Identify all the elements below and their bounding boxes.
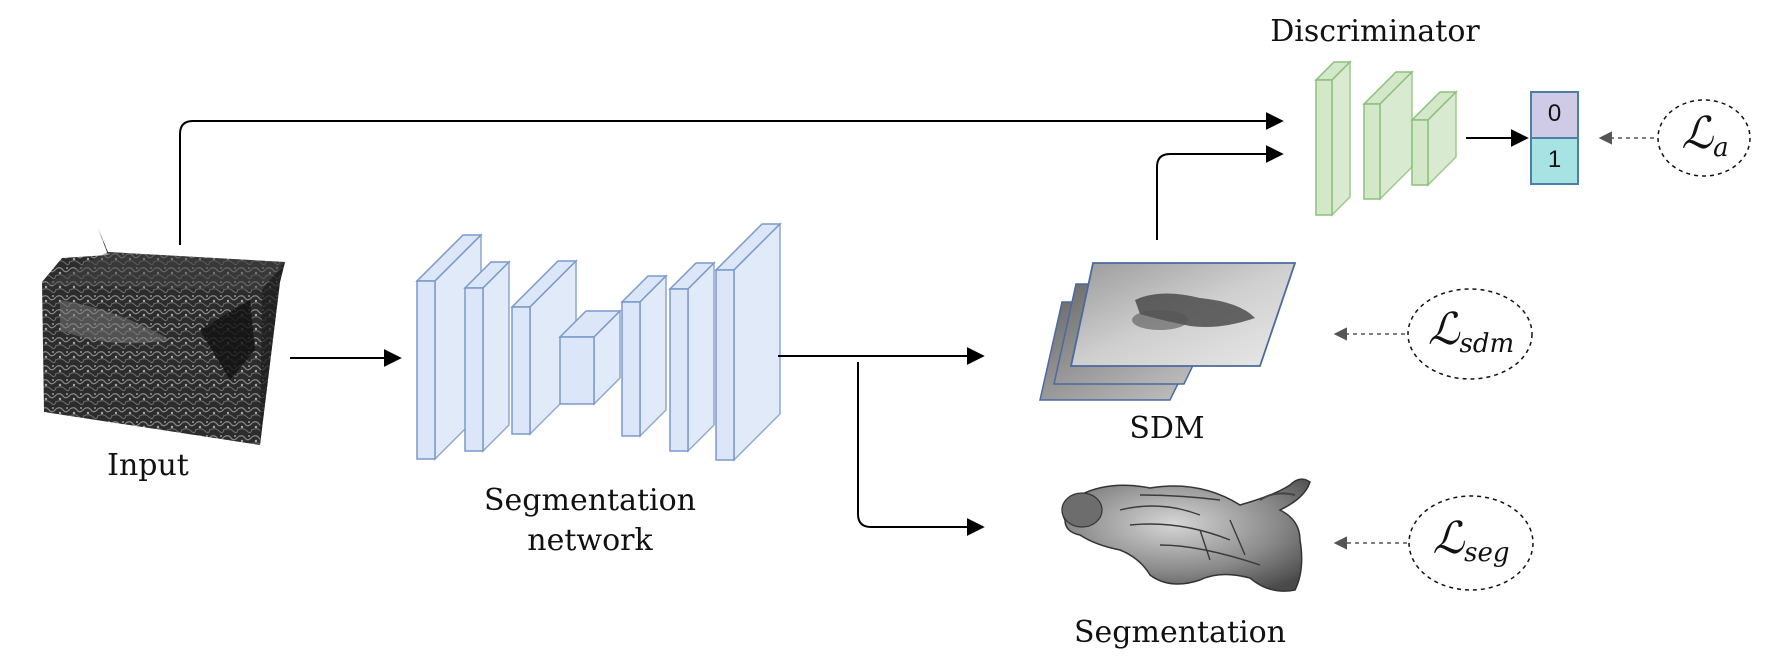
segmentation-network-label-line2: network <box>527 523 653 558</box>
output-one-value: 1 <box>1547 146 1562 173</box>
sdm-image-stack <box>1039 262 1297 401</box>
loss-adversarial-ellipse <box>1657 99 1751 177</box>
encoder-block-2 <box>463 260 511 453</box>
loss-adversarial-subscript: a <box>1713 133 1729 163</box>
discriminator-label: Discriminator <box>1270 14 1480 49</box>
loss-seg-ellipse <box>1408 495 1534 591</box>
output-box-one <box>1530 137 1579 185</box>
segmentation-mesh-image <box>1061 478 1311 592</box>
decoder-block-2 <box>668 261 716 453</box>
segmentation-label: Segmentation <box>1073 615 1286 650</box>
arrow-network-to-segmentation <box>857 362 985 536</box>
loss-adversarial-label: ℒa <box>1660 108 1750 163</box>
loss-adversarial-symbol: ℒ <box>1681 109 1714 158</box>
input-volume-image <box>42 228 285 445</box>
loss-sdm-ellipse <box>1407 288 1533 380</box>
loss-seg-symbol: ℒ <box>1432 514 1465 563</box>
discriminator-block-2 <box>1362 70 1414 201</box>
sdm-label: SDM <box>1129 411 1205 446</box>
loss-seg-label: ℒseg <box>1410 513 1532 568</box>
bottleneck-block <box>558 309 622 406</box>
discriminator-block-1 <box>1314 60 1352 217</box>
output-zero-value: 0 <box>1547 100 1562 127</box>
discriminator-block-3 <box>1410 90 1458 187</box>
arrow-sdm-to-discriminator <box>1156 145 1284 240</box>
decoder-block-1 <box>620 274 668 438</box>
decoder-block-3 <box>714 222 782 462</box>
loss-sdm-symbol: ℒ <box>1427 305 1460 354</box>
segmentation-network-label-line1: Segmentation <box>483 483 696 518</box>
input-label: Input <box>107 448 189 483</box>
discriminator-network <box>1314 60 1458 217</box>
arrow-input-to-discriminator <box>179 112 1284 245</box>
loss-sdm-subscript: sdm <box>1459 329 1515 359</box>
loss-seg-subscript: seg <box>1464 538 1510 568</box>
loss-sdm-label: ℒsdm <box>1410 304 1532 359</box>
segmentation-network <box>415 222 782 462</box>
